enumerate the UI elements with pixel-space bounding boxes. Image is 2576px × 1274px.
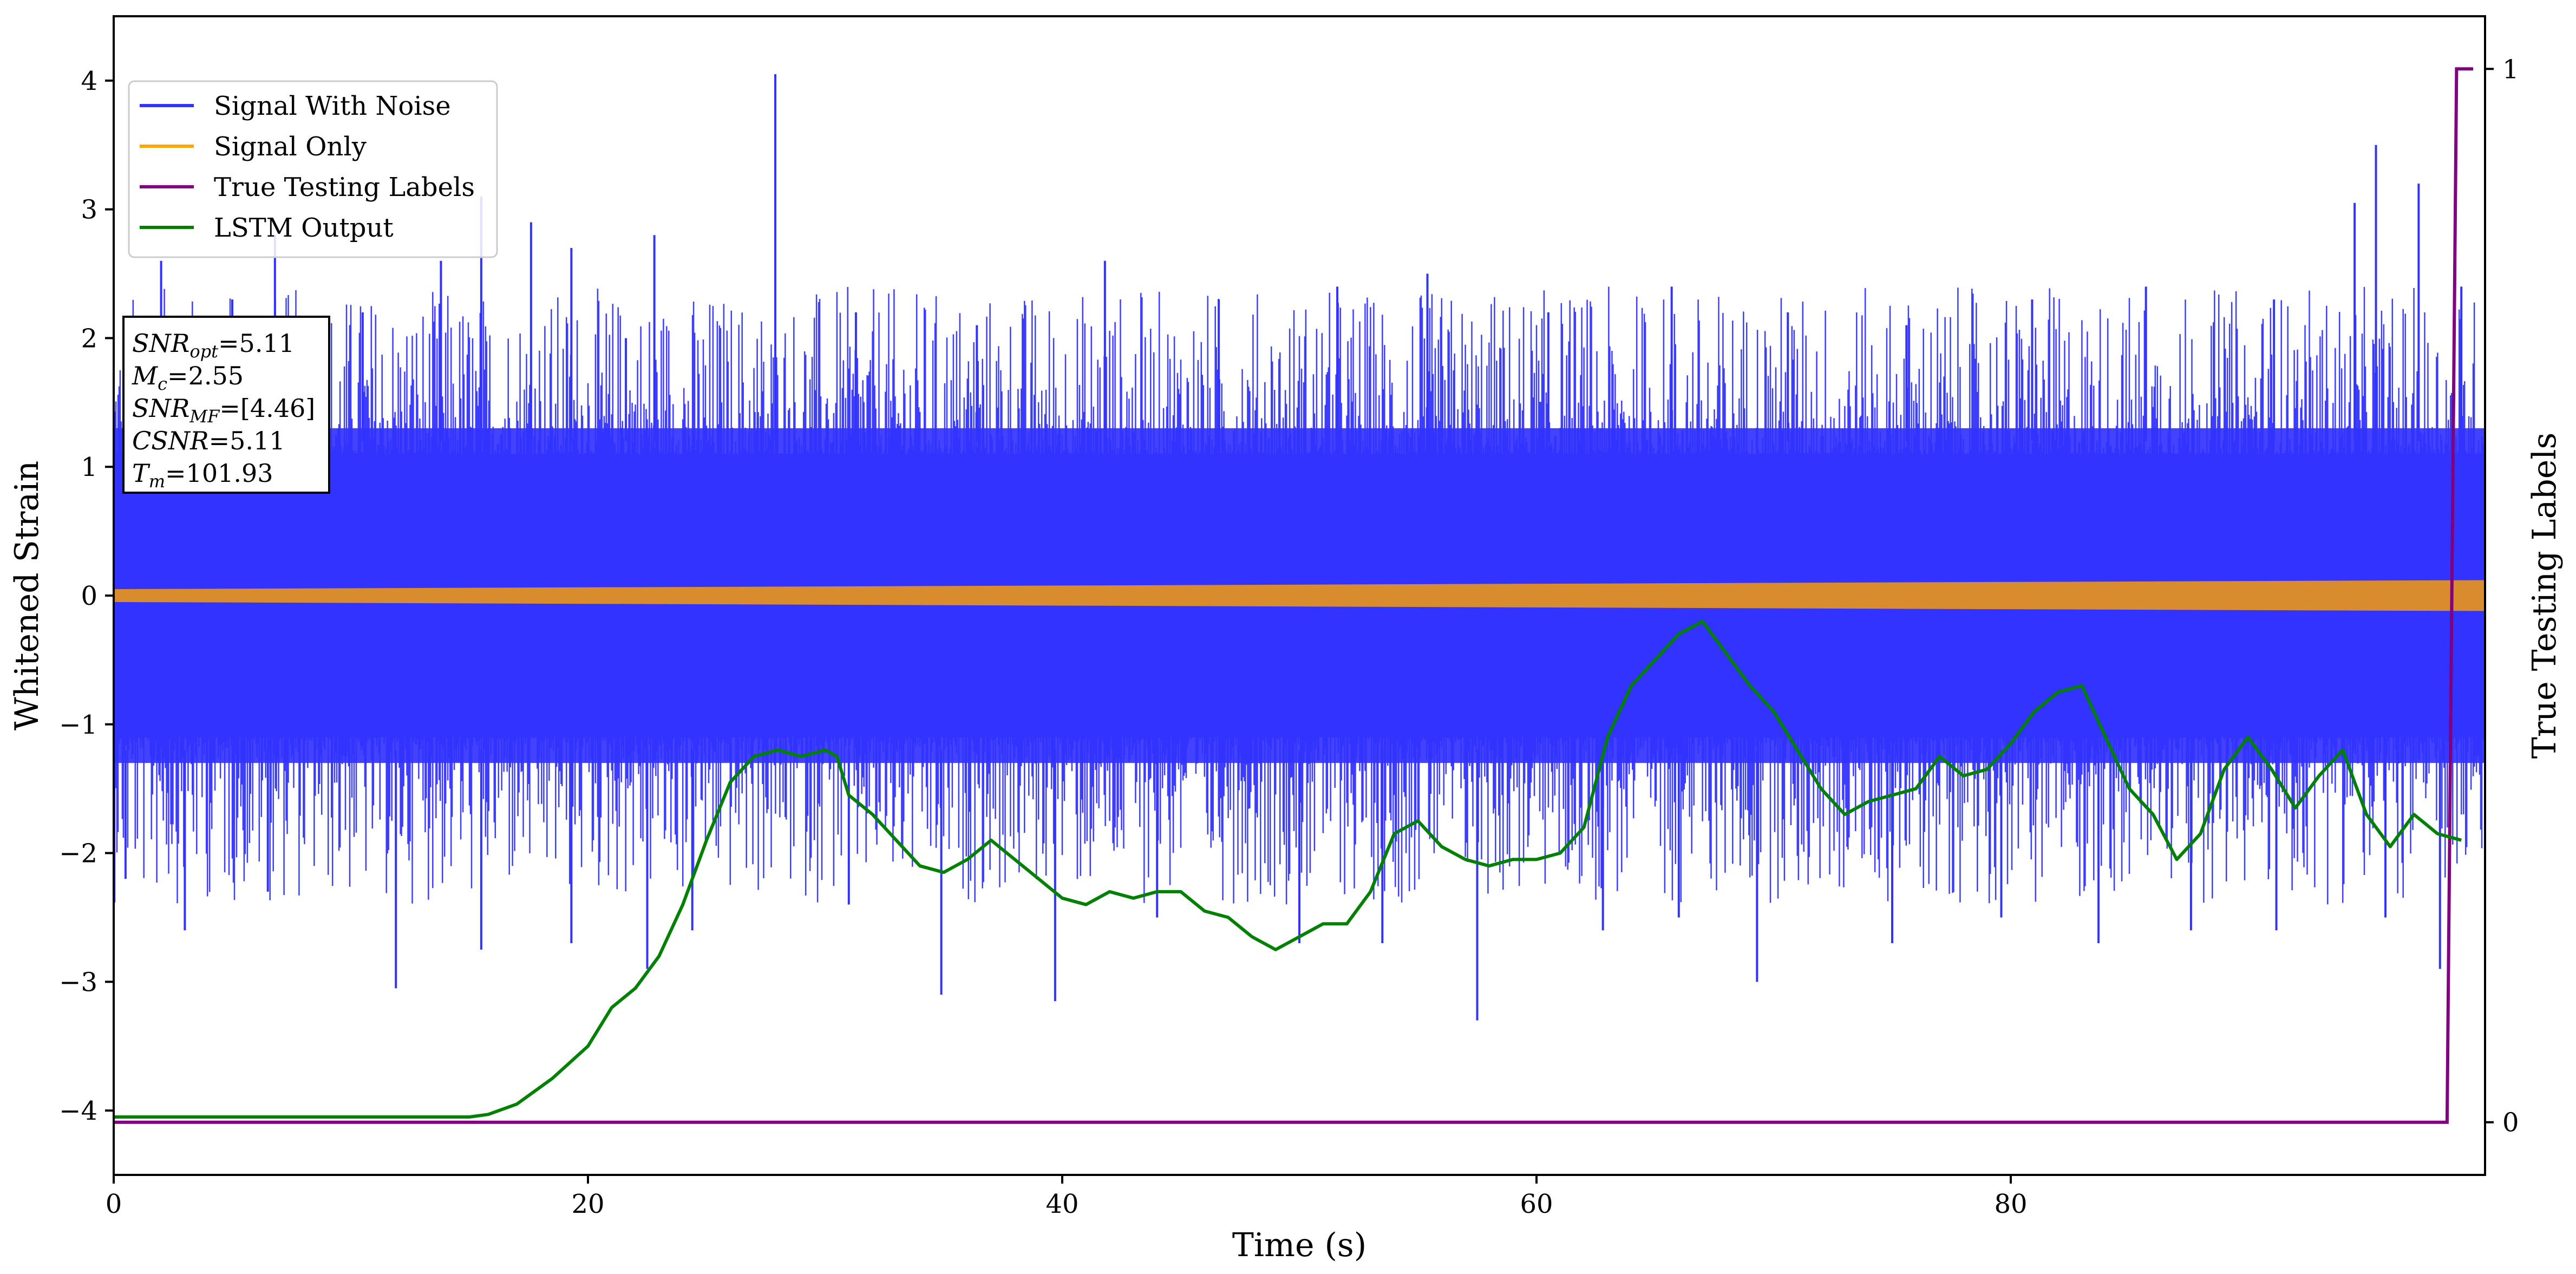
info-snr-mf-subscript: MF [189, 406, 220, 427]
legend-label-lstm-output: LSTM Output [214, 213, 394, 243]
info-snr-mf: SNRMF=[4.46] [132, 394, 315, 427]
series-layer [114, 67, 2485, 1124]
info-box-frame [122, 316, 330, 494]
info-snr-mf-symbol: SNR [132, 394, 189, 423]
x-tick-label: 80 [1994, 1189, 2027, 1219]
y-tick-label: −2 [59, 839, 97, 869]
info-snr-opt-value: =5.11 [218, 329, 295, 358]
series-lstm-output [114, 619, 2462, 1119]
series-signal-only [114, 580, 2485, 611]
info-chirp-mass: Mc=2.55 [132, 361, 244, 394]
info-snr-opt: SNRopt=5.11 [132, 329, 295, 362]
y-axis-label: Whitened Strain [8, 461, 46, 730]
info-csnr-value: =5.11 [209, 426, 285, 455]
info-box: SNRopt=5.11 Mc=2.55 SNRMF=[4.46] CSNR=5.… [122, 316, 330, 494]
y2-tick-label: 1 [2502, 54, 2519, 84]
x-tick-label: 20 [571, 1189, 604, 1219]
y-tick-label: −4 [59, 1096, 97, 1126]
info-merger-time-symbol: T [132, 459, 151, 488]
legend-label-true-testing-labels: True Testing Labels [214, 172, 475, 202]
info-merger-time-subscript: m [149, 471, 165, 492]
legend-label-signal-only: Signal Only [214, 132, 367, 162]
x-tick-label: 40 [1045, 1189, 1078, 1219]
info-chirp-mass-symbol: M [132, 361, 159, 390]
info-snr-mf-value: =[4.46] [219, 394, 315, 423]
x-axis-label: Time (s) [1232, 1226, 1367, 1264]
y2-tick-label: 0 [2502, 1108, 2519, 1138]
y-tick-label: −1 [59, 710, 97, 740]
y-tick-label: −3 [59, 967, 97, 997]
y2-axis-label: True Testing Labels [2526, 433, 2564, 759]
y-tick-label: 4 [81, 66, 97, 96]
y-tick-label: 2 [81, 323, 97, 354]
info-snr-opt-symbol: SNR [132, 329, 189, 358]
info-snr-opt-subscript: opt [189, 341, 218, 362]
info-chirp-mass-value: =2.55 [167, 361, 244, 390]
legend: Signal With Noise Signal Only True Testi… [128, 80, 498, 258]
info-csnr: CSNR=5.11 [132, 426, 285, 455]
legend-label-signal-with-noise: Signal With Noise [214, 91, 451, 121]
info-csnr-symbol: CSNR [132, 426, 209, 455]
y-tick-label: 1 [81, 452, 97, 482]
x-tick-label: 0 [106, 1189, 122, 1219]
y-tick-label: 0 [81, 581, 97, 611]
info-merger-time: Tm=101.93 [132, 459, 273, 492]
plot-area [114, 67, 2485, 1124]
y-tick-label: 3 [81, 195, 97, 225]
info-merger-time-value: =101.93 [165, 459, 273, 488]
legend-box [128, 80, 498, 258]
x-tick-label: 60 [1520, 1189, 1553, 1219]
info-chirp-mass-subscript: c [158, 374, 167, 394]
series-true-testing-labels [114, 67, 2474, 1124]
